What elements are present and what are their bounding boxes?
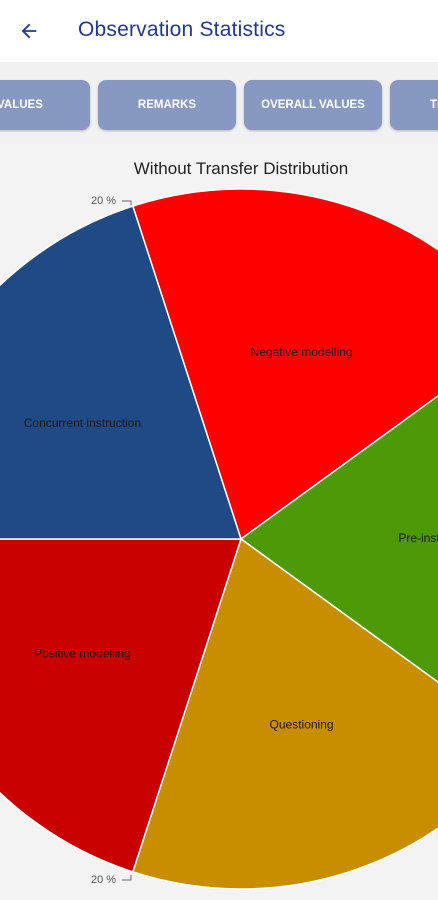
- percent-label: 20 %: [91, 195, 116, 207]
- pie-chart: Negative modelling Pre-instruction Questio…: [0, 188, 438, 890]
- pie-slice-label: Concurrent instruction: [24, 416, 141, 430]
- page-title: Observation Statistics: [78, 18, 286, 41]
- pie-slice-label: Positive modelling: [34, 646, 131, 660]
- pie-slice-questioning: [131, 537, 438, 890]
- tab-overall-values[interactable]: OVERALL VALUES: [244, 80, 382, 130]
- arrow-left-icon: [21, 23, 37, 39]
- pie-slice-label: Questioning: [270, 718, 334, 732]
- chart-title: Without Transfer Distribution: [133, 159, 349, 178]
- tab-values[interactable]: VALUES: [0, 80, 90, 130]
- tab-partial[interactable]: TI: [390, 80, 438, 130]
- back-button[interactable]: [10, 12, 48, 50]
- pie-slice-pre-instruction: [239, 394, 438, 684]
- percent-leader-line: [122, 875, 132, 881]
- tabs-strip[interactable]: VALUES REMARKS OVERALL VALUES TI: [0, 62, 438, 144]
- chart-area: Without Transfer Distribution Negative m…: [0, 144, 438, 900]
- tab-remarks[interactable]: REMARKS: [98, 80, 236, 130]
- pie-slice-positive-modelling: [0, 538, 243, 873]
- percent-label: 20 %: [91, 874, 116, 886]
- pie-slice-concurrent-instruction: [0, 205, 243, 540]
- pie-slice-negative-modelling: [131, 188, 438, 541]
- app-bar: Observation Statistics: [0, 0, 438, 62]
- pie-slice-label: Negative modelling: [251, 345, 353, 359]
- percent-leader-line: [122, 200, 132, 205]
- pie-slice-label: Pre-instruction: [398, 531, 438, 545]
